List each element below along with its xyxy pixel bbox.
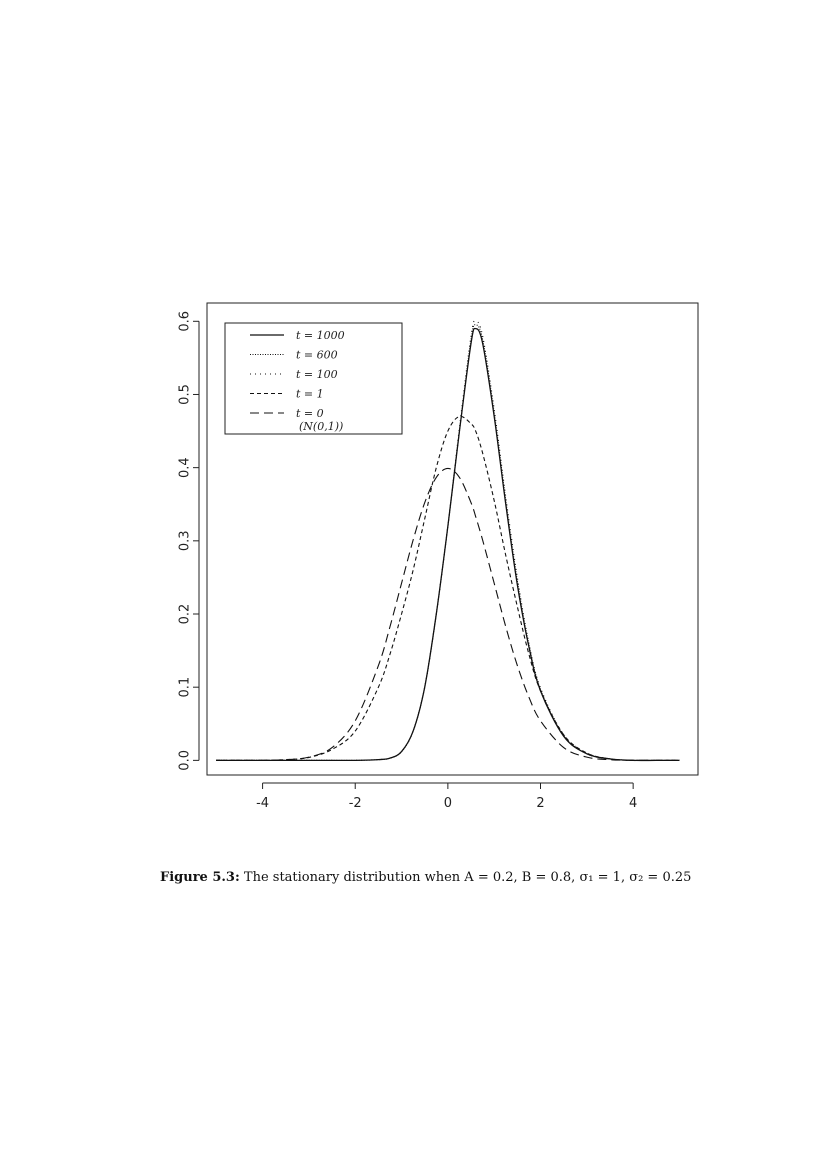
series-line-t-1000 [216,327,680,762]
series-line-t-0 [216,467,680,761]
legend-label: t = 600 [296,349,338,362]
legend-box [224,322,403,435]
figure-caption-label: Figure 5.3: [160,870,240,885]
legend: t = 1000 t = 600 t = 100 t = 1 t = 0(N(0,1)) [224,322,403,435]
plot-frame [206,302,699,776]
legend-extra-label: (N(0,1)) [299,420,343,433]
legend-label: t = 0 [296,407,324,420]
figure-caption-text: The stationary distribution when A = 0.2… [239,870,692,885]
legend-label: t = 1000 [296,329,345,342]
y-tick-label: 0.3 [178,530,193,551]
y-tick-label: 0.1 [178,677,193,698]
x-tick-label: 4 [629,796,637,811]
x-tick-label: -2 [349,796,362,811]
axes: -4 -2 0 2 4 0.0 0.1 0.2 0.3 0.4 0.5 0.6 [178,311,638,811]
legend-label: t = 100 [296,368,338,381]
y-tick-label: 0.5 [178,384,193,405]
series-line-t-1 [216,415,680,762]
y-tick-label: 0.0 [178,750,193,771]
legend-label: t = 1 [296,388,324,401]
x-tick-label: 0 [444,796,452,811]
y-tick-label: 0.6 [178,311,193,332]
y-tick-label: 0.4 [178,457,193,478]
x-tick-label: -4 [256,796,269,811]
curves [216,320,680,762]
figure-caption: Figure 5.3: The stationary distribution … [160,870,780,885]
x-tick-label: 2 [536,796,544,811]
y-tick-label: 0.2 [178,604,193,625]
